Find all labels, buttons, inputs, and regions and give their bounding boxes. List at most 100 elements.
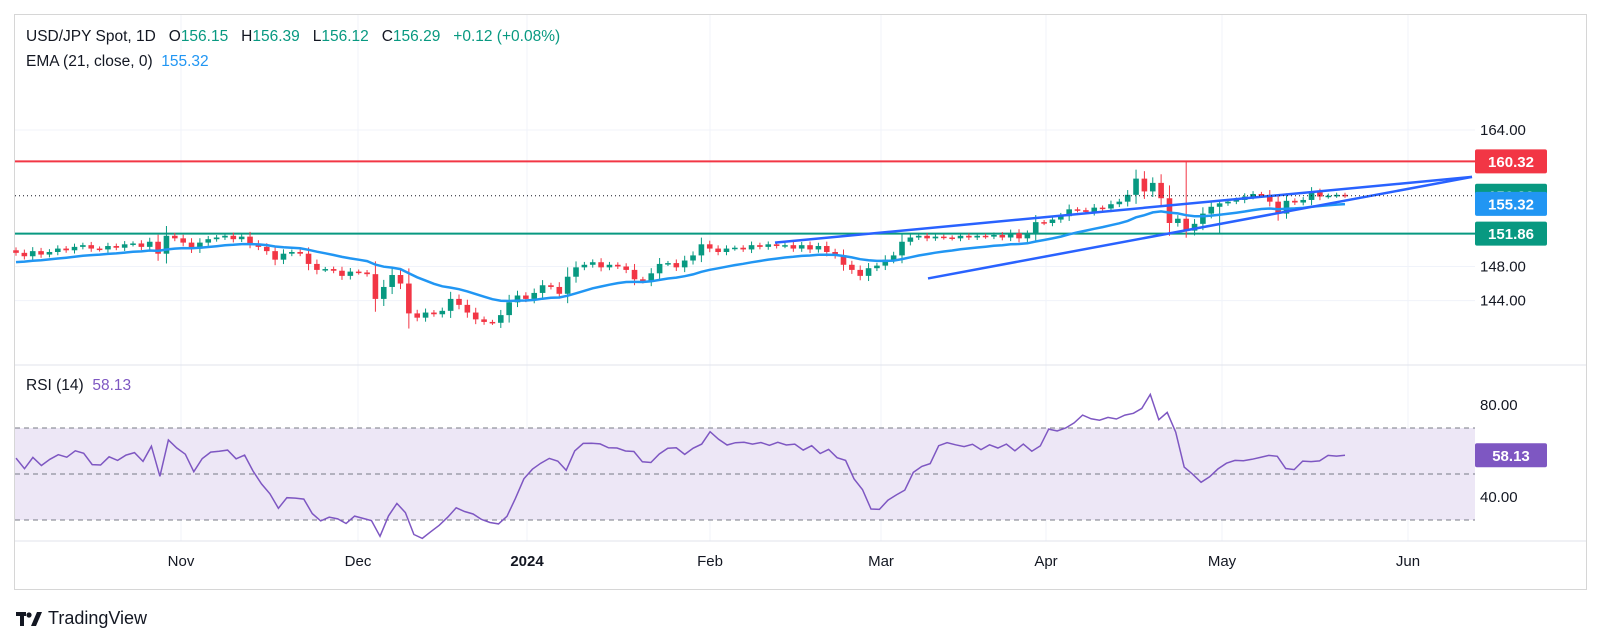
ema-badge-label: 155.32: [1488, 196, 1534, 213]
candle: [380, 286, 387, 299]
support-badge-label: 151.86: [1488, 226, 1534, 243]
candle: [1233, 199, 1240, 202]
rsi-label[interactable]: RSI (14): [26, 377, 84, 394]
candle: [238, 236, 245, 240]
candle: [598, 262, 604, 268]
low-value: 156.12: [321, 28, 369, 45]
candle: [172, 235, 178, 239]
rsi-value: 58.13: [92, 377, 132, 394]
candle: [1317, 192, 1323, 197]
y-tick-label: 144.00: [1480, 293, 1526, 310]
candle: [80, 245, 86, 247]
candle: [297, 251, 303, 254]
candle: [1342, 194, 1348, 197]
brand-name: TradingView: [48, 608, 148, 628]
ema-legend: EMA (21, close, 0) 155.32: [26, 53, 209, 71]
rsi-line[interactable]: [15, 392, 1346, 540]
candle: [54, 248, 61, 252]
candle: [556, 286, 563, 294]
candle: [740, 247, 746, 250]
y-tick-label: 164.00: [1480, 122, 1526, 139]
candle: [915, 235, 922, 238]
candle: [138, 243, 145, 247]
rsi-badge: [1475, 443, 1547, 468]
lower-channel-trendline[interactable]: [927, 175, 1473, 280]
chart-canvas[interactable]: Nov Dec 2024 Feb Mar Apr May Jun 164.00 148.00 144…: [0, 0, 1601, 600]
candle: [932, 236, 939, 239]
rsi-legend: RSI (14) 58.13: [26, 377, 131, 395]
candle: [1024, 234, 1031, 239]
x-tick-label: 2024: [510, 553, 544, 570]
candle: [723, 248, 730, 252]
candle: [464, 304, 471, 313]
candle: [489, 321, 496, 324]
candle: [748, 245, 755, 250]
candle: [305, 253, 312, 264]
upper-channel-trendline[interactable]: [774, 175, 1473, 244]
candle: [506, 302, 512, 316]
candle: [1149, 182, 1156, 192]
candle: [949, 237, 955, 239]
open-label: O: [168, 28, 181, 45]
symbol-label[interactable]: USD/JPY Spot, 1D: [26, 28, 156, 45]
candle: [732, 247, 738, 250]
candle: [472, 312, 479, 320]
candle: [263, 246, 270, 252]
candle: [539, 285, 546, 293]
candle: [146, 241, 153, 247]
ema-badge: [1475, 191, 1547, 216]
x-tick-label: Mar: [868, 553, 894, 570]
candle: [1175, 218, 1181, 223]
candle: [1266, 194, 1273, 202]
candle: [849, 264, 855, 270]
ema-line[interactable]: [15, 202, 1346, 303]
candle: [782, 245, 788, 247]
candle: [1183, 218, 1189, 231]
resistance-badge-label: 160.32: [1488, 154, 1534, 171]
candle: [1325, 195, 1332, 198]
candle: [631, 269, 638, 280]
candle: [1166, 198, 1173, 223]
candle: [188, 242, 195, 249]
candle: [314, 263, 320, 270]
candle: [999, 234, 1006, 238]
candle: [698, 244, 705, 256]
candle: [422, 312, 429, 318]
candle: [1275, 201, 1281, 214]
candle: [372, 274, 379, 299]
candle: [815, 246, 822, 250]
candle: [1074, 209, 1081, 211]
candle: [1124, 194, 1131, 202]
low-label: L: [312, 28, 322, 45]
x-tick-label: Apr: [1034, 553, 1057, 570]
candle: [974, 235, 981, 238]
candle: [523, 295, 529, 299]
y-tick-label: 148.00: [1480, 258, 1526, 275]
candle: [940, 236, 947, 239]
candle: [88, 245, 95, 249]
candle: [1041, 222, 1047, 224]
candle: [222, 235, 228, 238]
candle: [1200, 213, 1206, 224]
candle: [481, 319, 487, 322]
candle: [656, 263, 663, 274]
high-label: H: [241, 28, 253, 45]
candle: [531, 292, 538, 299]
candle: [548, 285, 554, 287]
candle: [1116, 201, 1123, 205]
ema-label[interactable]: EMA (21, close, 0): [26, 53, 153, 70]
candle: [439, 310, 446, 315]
candle: [347, 271, 354, 276]
candle: [1283, 200, 1290, 214]
candle: [514, 295, 521, 303]
candle: [1066, 209, 1072, 217]
candle: [322, 269, 329, 271]
candle: [497, 315, 504, 323]
candle: [1108, 204, 1114, 209]
candle: [431, 312, 437, 315]
change-value: +0.12 (+0.08%): [453, 28, 561, 45]
candle: [882, 259, 889, 266]
candle: [966, 235, 972, 238]
candle: [96, 248, 103, 251]
candle: [1099, 207, 1106, 210]
